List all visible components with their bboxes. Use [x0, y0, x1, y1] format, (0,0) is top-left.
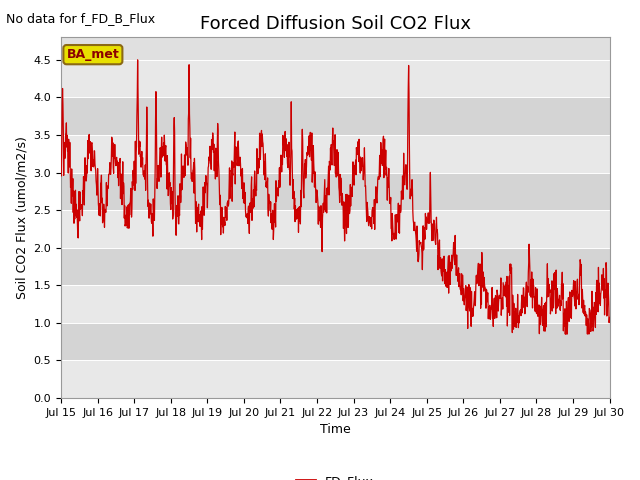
- Bar: [61, 323, 609, 360]
- Y-axis label: Soil CO2 Flux (umol/m2/s): Soil CO2 Flux (umol/m2/s): [15, 136, 28, 299]
- Bar: [61, 172, 609, 210]
- Title: Forced Diffusion Soil CO2 Flux: Forced Diffusion Soil CO2 Flux: [200, 15, 471, 33]
- Bar: [61, 97, 609, 135]
- Bar: [61, 60, 609, 97]
- Text: No data for f_FD_B_Flux: No data for f_FD_B_Flux: [6, 12, 156, 25]
- Bar: [61, 285, 609, 323]
- Bar: [61, 360, 609, 398]
- Legend: FD_Flux: FD_Flux: [291, 469, 379, 480]
- Bar: [61, 135, 609, 172]
- Text: BA_met: BA_met: [67, 48, 119, 61]
- Bar: [61, 248, 609, 285]
- X-axis label: Time: Time: [320, 423, 351, 436]
- Bar: [61, 210, 609, 248]
